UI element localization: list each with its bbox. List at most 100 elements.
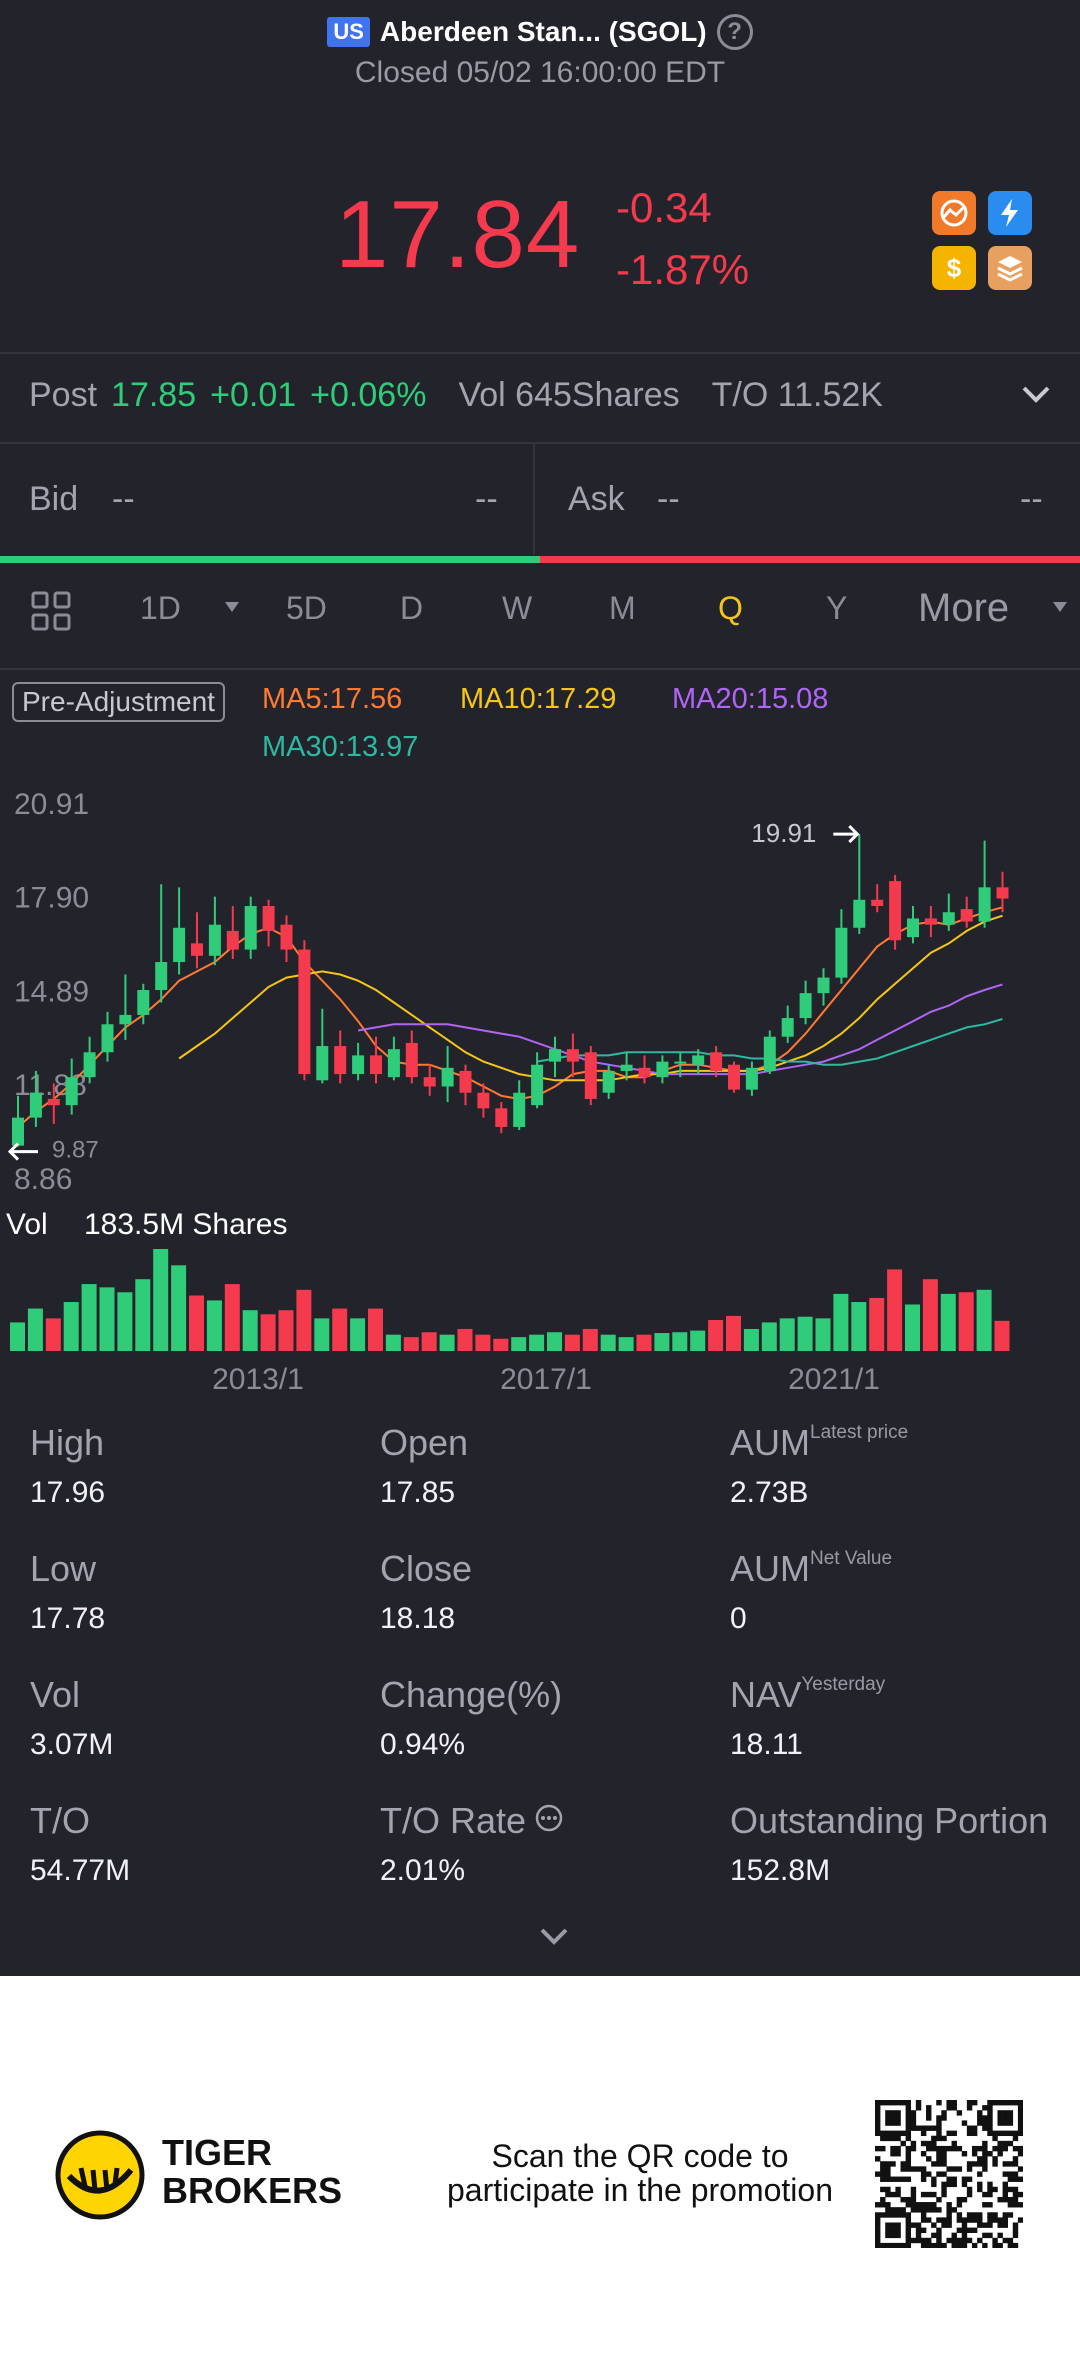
- qr-module: [890, 2135, 896, 2142]
- qr-module: [900, 2140, 906, 2147]
- qr-module: [966, 2191, 973, 2198]
- qr-module: [931, 2191, 937, 2198]
- tab-more[interactable]: More: [918, 586, 1010, 630]
- qr-module: [951, 2105, 957, 2111]
- promo-line-1: Scan the QR code to: [491, 2138, 789, 2174]
- candle-body: [549, 1049, 561, 1062]
- promo-footer: TIGER BROKERS Scan the QR code to partic…: [0, 1976, 1080, 2372]
- qr-module: [936, 2196, 942, 2203]
- qr-module: [890, 2207, 896, 2213]
- volume-bar: [851, 1302, 867, 1351]
- tab-q[interactable]: Q: [718, 590, 743, 626]
- ma30-label: MA30:13.97: [262, 731, 419, 763]
- qr-module: [966, 2212, 973, 2218]
- qr-module: [956, 2196, 963, 2203]
- qr-module: [936, 2120, 942, 2126]
- qr-module: [895, 2145, 901, 2152]
- qr-module: [905, 2242, 912, 2248]
- volume-bar: [99, 1287, 115, 1351]
- trend-icon[interactable]: [932, 191, 976, 235]
- qr-module: [1007, 2100, 1014, 2106]
- volume-bar: [761, 1322, 777, 1351]
- qr-module: [875, 2156, 881, 2162]
- volume-bar: [27, 1308, 43, 1351]
- qr-module: [890, 2161, 896, 2167]
- qr-module: [1007, 2161, 1014, 2167]
- chevron-down-icon[interactable]: [1020, 382, 1052, 411]
- qr-module: [941, 2110, 947, 2116]
- candle-body: [65, 1077, 78, 1106]
- stat-label: Change(%): [380, 1674, 562, 1716]
- caret-down-icon[interactable]: [224, 600, 240, 618]
- qr-module: [982, 2145, 988, 2152]
- candle-body: [101, 1024, 114, 1053]
- qr-module: [895, 2191, 901, 2198]
- qr-module: [905, 2135, 912, 2142]
- qr-module: [936, 2237, 942, 2244]
- stack-icon[interactable]: [988, 246, 1032, 290]
- post-change: +0.01: [210, 376, 297, 414]
- qr-module: [956, 2237, 963, 2244]
- qr-module: [895, 2110, 901, 2116]
- qr-module: [1002, 2186, 1008, 2193]
- qr-module: [961, 2242, 968, 2248]
- qr-module: [1012, 2145, 1019, 2152]
- qr-module: [936, 2135, 942, 2142]
- tab-w[interactable]: W: [502, 590, 533, 626]
- high-arrow-icon: [833, 825, 860, 844]
- ask-label: Ask: [568, 480, 625, 518]
- qr-module: [971, 2100, 978, 2106]
- qr-module: [875, 2120, 881, 2126]
- volume-bar: [743, 1328, 759, 1351]
- qr-module: [875, 2105, 881, 2111]
- lightning-icon[interactable]: [988, 191, 1032, 235]
- qr-module: [931, 2222, 937, 2228]
- dollar-icon[interactable]: $: [932, 246, 976, 290]
- tab-y[interactable]: Y: [826, 590, 848, 626]
- layout-grid-icon[interactable]: [30, 590, 72, 637]
- expand-chevron-icon[interactable]: [536, 1924, 572, 1953]
- candle-body: [47, 1098, 60, 1106]
- qr-module: [915, 2227, 922, 2233]
- tab-d[interactable]: D: [400, 590, 424, 626]
- security-title[interactable]: Aberdeen Stan... (SGOL): [379, 16, 707, 47]
- stat-label-text: Close: [380, 1548, 473, 1589]
- qr-module: [997, 2217, 1003, 2223]
- qr-module: [971, 2227, 978, 2233]
- candle-body: [298, 949, 311, 1075]
- qr-module: [1002, 2161, 1008, 2167]
- adjustment-toggle[interactable]: Pre-Adjustment: [12, 682, 225, 722]
- volume-bar: [403, 1337, 419, 1351]
- qr-module: [910, 2207, 917, 2213]
- tab-m[interactable]: M: [609, 590, 636, 626]
- qr-module: [971, 2161, 978, 2167]
- qr-module: [931, 2125, 937, 2131]
- qr-module: [1012, 2176, 1019, 2182]
- qr-module: [941, 2115, 947, 2121]
- candle-body: [745, 1067, 758, 1090]
- qr-module: [926, 2140, 932, 2147]
- tab-5d[interactable]: 5D: [286, 590, 327, 626]
- qr-module: [1002, 2130, 1008, 2137]
- volume-bar: [224, 1284, 240, 1351]
- quote-header: US Aberdeen Stan... (SGOL) ? Closed 05/0…: [0, 0, 1080, 350]
- tab-1d[interactable]: 1D: [140, 590, 181, 626]
- qr-module: [1012, 2232, 1019, 2239]
- stat-value: 2.01%: [380, 1854, 466, 1887]
- candle-body: [674, 1061, 687, 1064]
- qr-module: [1017, 2120, 1023, 2126]
- qr-module: [961, 2232, 968, 2239]
- info-icon[interactable]: [534, 1800, 564, 1841]
- qr-module: [900, 2212, 906, 2218]
- caret-down-icon[interactable]: [1052, 600, 1068, 618]
- help-icon[interactable]: ?: [716, 14, 753, 50]
- qr-module: [890, 2110, 896, 2116]
- market-badge: US: [327, 17, 370, 47]
- qr-module: [936, 2130, 942, 2137]
- qr-module: [966, 2227, 973, 2233]
- qr-module: [905, 2125, 912, 2131]
- candle-body: [495, 1108, 508, 1127]
- qr-module: [885, 2202, 891, 2208]
- qr-module: [880, 2130, 886, 2137]
